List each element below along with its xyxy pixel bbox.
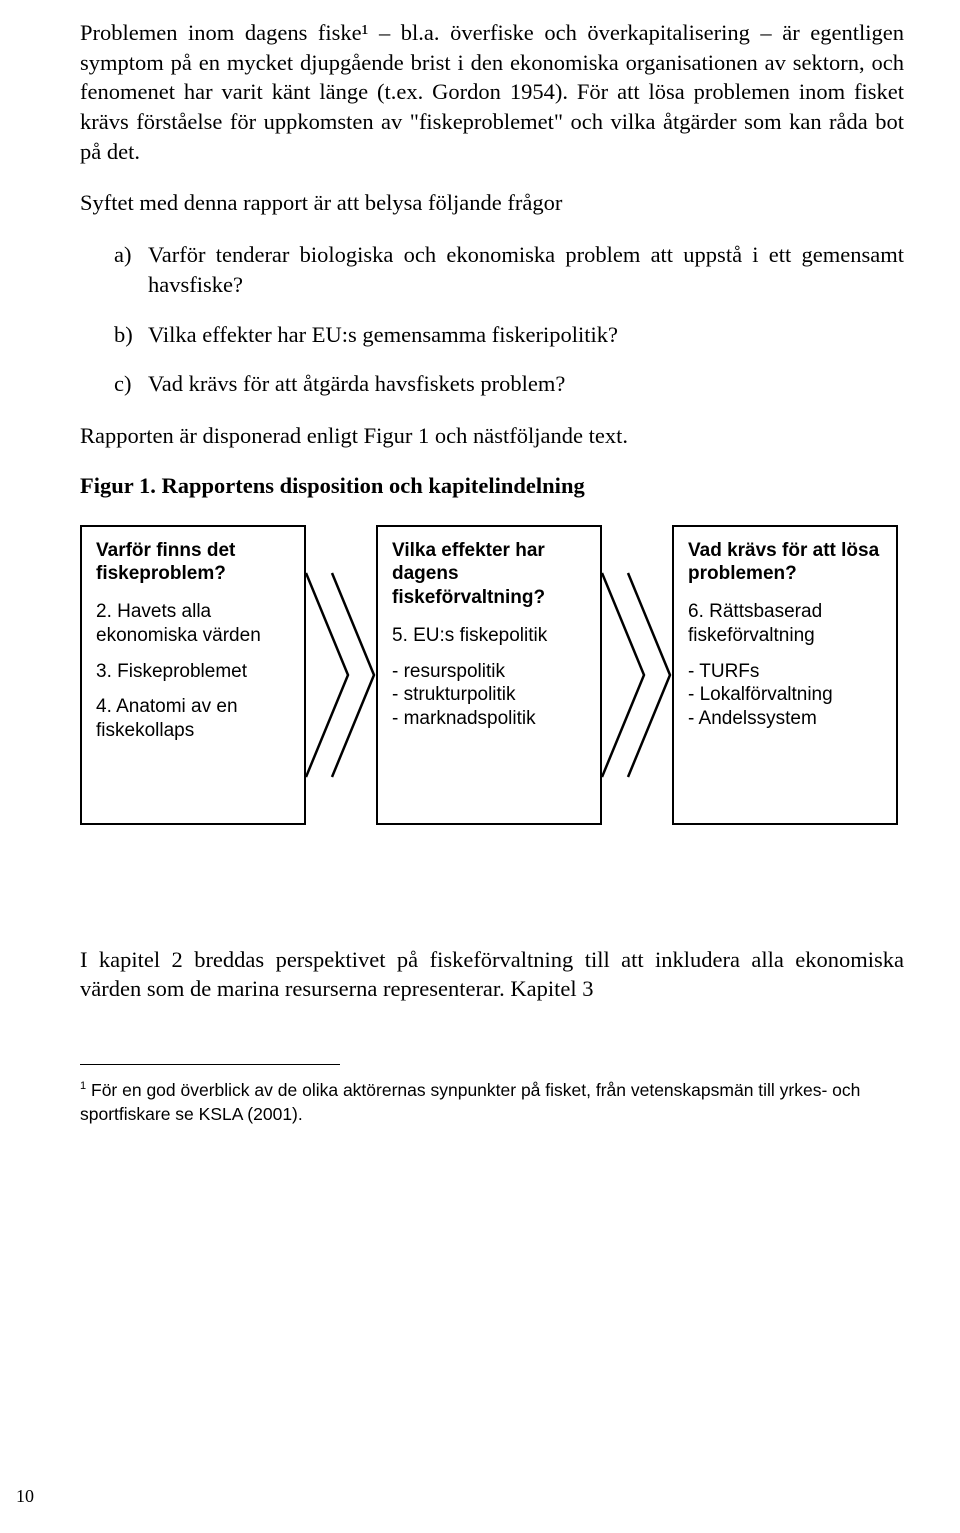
diagram-box-2: Vilka effekter har dagens fiskeförvaltni… <box>376 525 602 825</box>
box-line: 6. Rättsbaserad fiskeförvaltning <box>688 600 882 648</box>
arrow-1 <box>306 525 376 825</box>
list-content: Varför tenderar biologiska och ekonomisk… <box>130 240 904 299</box>
list-marker: b) <box>80 320 130 350</box>
footnote-separator <box>80 1064 340 1065</box>
paragraph-4: I kapitel 2 breddas perspektivet på fisk… <box>80 945 904 1004</box>
box-line: - TURFs - Lokalförvaltning - Andelssyste… <box>688 660 882 731</box>
diagram-box-1: Varför finns det fiskeproblem? 2. Havets… <box>80 525 306 825</box>
list-item-a: a) Varför tenderar biologiska och ekonom… <box>80 240 904 299</box>
paragraph-2: Syftet med denna rapport är att belysa f… <box>80 188 904 218</box>
paragraph-1: Problemen inom dagens fiske¹ – bl.a. öve… <box>80 18 904 166</box>
page: Problemen inom dagens fiske¹ – bl.a. öve… <box>0 0 960 1533</box>
list-marker: c) <box>80 369 130 399</box>
box-line: 2. Havets alla ekonomiska värden <box>96 600 290 648</box>
box-title: Varför finns det fiskeproblem? <box>96 539 290 587</box>
list-content: Vilka effekter har EU:s gemensamma fiske… <box>130 320 904 350</box>
chevron-right-icon <box>306 525 376 825</box>
figure-caption: Figur 1. Rapportens disposition och kapi… <box>80 473 904 499</box>
footnote-text: För en god överblick av de olika aktörer… <box>80 1080 860 1124</box>
box-line: 5. EU:s fiskepolitik <box>392 624 586 648</box>
diagram-box-3: Vad krävs för att lösa problemen? 6. Rät… <box>672 525 898 825</box>
list-item-c: c) Vad krävs för att åtgärda havsfiskets… <box>80 369 904 399</box>
footnote-1: 1 För en god överblick av de olika aktör… <box>80 1079 904 1126</box>
figure-diagram: Varför finns det fiskeproblem? 2. Havets… <box>80 525 904 825</box>
box-line: 4. Anatomi av en fiskekollaps <box>96 695 290 743</box>
chevron-right-icon <box>602 525 672 825</box>
arrow-2 <box>602 525 672 825</box>
list-item-b: b) Vilka effekter har EU:s gemensamma fi… <box>80 320 904 350</box>
page-number: 10 <box>16 1486 34 1507</box>
footnote-marker: 1 <box>80 1080 86 1092</box>
paragraph-3: Rapporten är disponerad enligt Figur 1 o… <box>80 421 904 451</box>
box-line: 3. Fiskeproblemet <box>96 660 290 684</box>
list-marker: a) <box>80 240 130 299</box>
question-list: a) Varför tenderar biologiska och ekonom… <box>80 240 904 399</box>
list-content: Vad krävs för att åtgärda havsfiskets pr… <box>130 369 904 399</box>
box-title: Vad krävs för att lösa problemen? <box>688 539 882 587</box>
box-title: Vilka effekter har dagens fiskeförvaltni… <box>392 539 586 610</box>
box-line: - resurspolitik - strukturpolitik - mark… <box>392 660 586 731</box>
